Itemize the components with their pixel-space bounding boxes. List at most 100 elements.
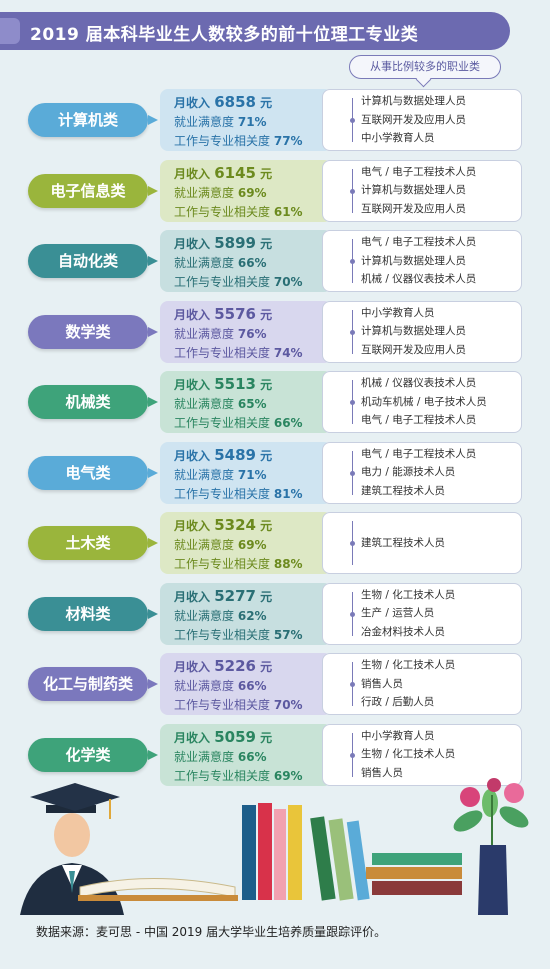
- income-line: 月收入 6145 元: [174, 164, 272, 182]
- income-unit: 元: [260, 96, 273, 110]
- income-unit: 元: [260, 519, 273, 533]
- satisfaction-label: 就业满意度: [174, 326, 235, 341]
- jobs-header: 从事比例较多的职业类: [349, 55, 501, 79]
- header-tab: [0, 18, 20, 44]
- satisfaction-label: 就业满意度: [174, 397, 235, 411]
- satisfaction-value: 71%: [237, 115, 267, 129]
- relevance-value: 61%: [273, 204, 303, 219]
- income-unit: 元: [260, 307, 273, 322]
- income-label: 月收入: [174, 307, 211, 322]
- illustration: [20, 778, 529, 915]
- income-value: 5899: [214, 234, 256, 252]
- relevance-label: 工作与专业相关度: [174, 204, 271, 219]
- satisfaction-line: 就业满意度 62%: [174, 607, 267, 624]
- relevance-line: 工作与专业相关度 88%: [174, 555, 303, 572]
- job-item: 建筑工程技术人员: [361, 484, 445, 497]
- satisfaction-value: 71%: [237, 467, 267, 482]
- satisfaction-line: 就业满意度 66%: [174, 748, 267, 765]
- relevance-label: 工作与专业相关度: [174, 134, 271, 148]
- major-stats: 月收入 6858 元就业满意度 71% 工作与专业相关度 77%: [160, 89, 332, 151]
- satisfaction-label: 就业满意度: [174, 185, 235, 200]
- major-row: 电子信息类 月收入 6145 元就业满意度 69% 工作与专业相关度 61% 电气 /…: [0, 159, 550, 222]
- relevance-label: 工作与专业相关度: [174, 768, 271, 783]
- job-item: 生物 / 化工技术人员: [361, 659, 456, 671]
- major-category-label: 数学类: [28, 314, 158, 349]
- income-line: 月收入 5489 元: [174, 446, 272, 464]
- job-item: 互联网开发及应用人员: [361, 113, 466, 126]
- jobs-box: 生物 / 化工技术人员 销售人员行政 / 后勤人员: [322, 653, 522, 715]
- relevance-value: 66%: [273, 416, 303, 430]
- income-line: 月收入 5899 元: [174, 234, 272, 252]
- job-item: 行政 / 后勤人员: [361, 696, 435, 708]
- satisfaction-label: 就业满意度: [174, 256, 235, 270]
- income-value: 5059: [214, 727, 256, 746]
- income-label: 月收入: [174, 589, 211, 604]
- satisfaction-label: 就业满意度: [174, 115, 235, 129]
- major-row: 材料类 月收入 5277 元就业满意度 62% 工作与专业相关度 57% 生物 / 化…: [0, 582, 550, 645]
- major-stats: 月收入 5513 元就业满意度 65% 工作与专业相关度 66%: [160, 371, 332, 433]
- satisfaction-label: 就业满意度: [174, 608, 235, 623]
- relevance-label: 工作与专业相关度: [174, 275, 271, 289]
- major-row: 机械类 月收入 5513 元就业满意度 65% 工作与专业相关度 66% 机械 / 仪…: [0, 371, 550, 433]
- jobs-box: 计算机与数据处理人员 互联网开发及应用人员 中小学教育人员: [322, 89, 522, 151]
- relevance-line: 工作与专业相关度 70%: [174, 696, 303, 713]
- job-item: 电气 / 电子工程技术人员: [361, 236, 477, 248]
- relevance-value: 74%: [273, 345, 303, 360]
- jobs-box: 中小学教育人员 计算机与数据处理人员 互联网开发及应用人员: [322, 300, 522, 363]
- job-item: 计算机与数据处理人员: [361, 254, 466, 267]
- job-item: 销售人员: [361, 677, 403, 690]
- income-label: 月收入: [174, 519, 211, 533]
- major-category-label: 化学类: [28, 737, 158, 772]
- income-value: 5576: [214, 304, 256, 323]
- open-book-illustration: [78, 878, 238, 901]
- satisfaction-line: 就业满意度 66%: [174, 677, 267, 694]
- income-line: 月收入 5226 元: [174, 657, 272, 675]
- books-stack-illustration: [242, 803, 462, 901]
- job-item: 冶金材料技术人员: [361, 625, 445, 638]
- jobs-dot-icon: [350, 470, 355, 476]
- income-line: 月收入 5059 元: [174, 728, 272, 746]
- job-item: 计算机与数据处理人员: [361, 325, 466, 337]
- major-stats: 月收入 5489 元就业满意度 71% 工作与专业相关度 81%: [160, 441, 332, 504]
- income-value: 6145: [214, 163, 256, 182]
- job-item: 计算机与数据处理人员: [361, 95, 466, 107]
- job-item: 电气 / 电子工程技术人员: [361, 165, 477, 178]
- relevance-label: 工作与专业相关度: [174, 416, 271, 430]
- job-item: 机械 / 仪器仪表技术人员: [361, 377, 477, 389]
- job-item: 电气 / 电子工程技术人员: [361, 414, 477, 426]
- jobs-box: 电气 / 电子工程技术人员 电力 / 能源技术人员 建筑工程技术人员: [322, 441, 522, 504]
- relevance-label: 工作与专业相关度: [174, 486, 271, 501]
- relevance-label: 工作与专业相关度: [174, 698, 271, 712]
- job-item: 生物 / 化工技术人员: [361, 748, 456, 760]
- jobs-dot-icon: [350, 682, 355, 687]
- jobs-dot-icon: [350, 188, 355, 194]
- major-category-label: 机械类: [28, 385, 158, 419]
- job-item: 中小学教育人员: [361, 306, 435, 319]
- income-line: 月收入 5277 元: [174, 587, 272, 605]
- income-unit: 元: [260, 660, 273, 674]
- relevance-label: 工作与专业相关度: [174, 557, 271, 571]
- major-row: 化工与制药类 月收入 5226 元就业满意度 66% 工作与专业相关度 70% 生物 …: [0, 653, 550, 715]
- job-item: 中小学教育人员: [361, 132, 435, 144]
- major-stats: 月收入 5899 元就业满意度 66% 工作与专业相关度 70%: [160, 230, 332, 292]
- satisfaction-value: 76%: [237, 326, 267, 341]
- satisfaction-line: 就业满意度 71%: [174, 113, 267, 130]
- income-label: 月收入: [174, 237, 211, 251]
- relevance-value: 81%: [273, 486, 303, 501]
- income-unit: 元: [260, 378, 273, 392]
- income-unit: 元: [260, 448, 273, 463]
- job-item: 中小学教育人员: [361, 729, 435, 742]
- income-label: 月收入: [174, 96, 211, 110]
- page-title: 2019 届本科毕业生人数较多的前十位理工专业类: [30, 25, 419, 45]
- major-category-label: 自动化类: [28, 244, 158, 278]
- jobs-dot-icon: [350, 541, 355, 546]
- income-unit: 元: [260, 166, 273, 181]
- jobs-dot-icon: [350, 118, 355, 123]
- satisfaction-line: 就业满意度 66%: [174, 254, 267, 271]
- relevance-value: 88%: [273, 557, 303, 571]
- job-item: 建筑工程技术人员: [361, 537, 445, 549]
- relevance-value: 70%: [273, 275, 303, 289]
- jobs-dot-icon: [350, 752, 355, 758]
- satisfaction-line: 就业满意度 76%: [174, 325, 267, 342]
- income-line: 月收入 5576 元: [174, 305, 272, 323]
